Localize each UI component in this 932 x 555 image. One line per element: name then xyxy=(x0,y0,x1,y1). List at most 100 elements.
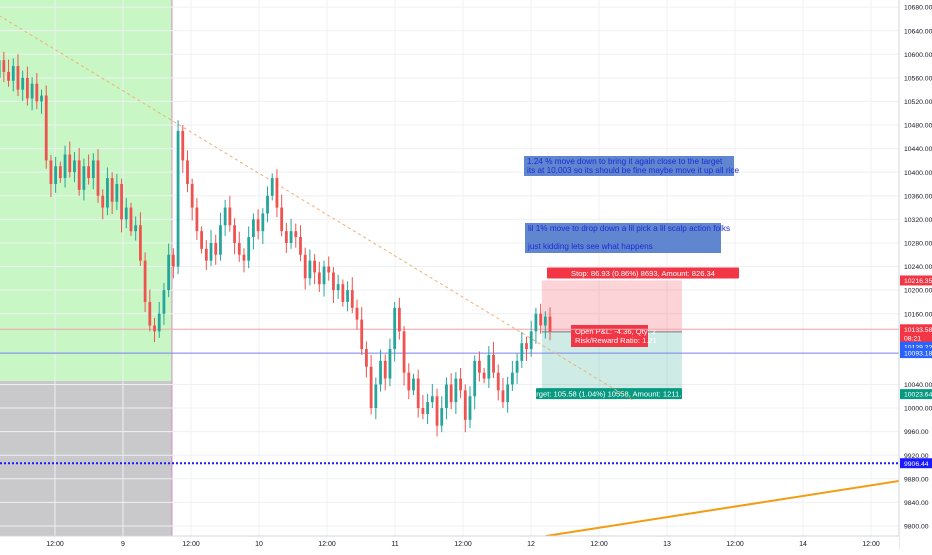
candle[interactable] xyxy=(332,267,335,304)
candle[interactable] xyxy=(360,307,364,355)
candle[interactable] xyxy=(374,377,378,420)
candle[interactable] xyxy=(322,260,326,297)
candle[interactable] xyxy=(233,218,236,255)
candle[interactable] xyxy=(204,239,208,271)
candle[interactable] xyxy=(44,85,48,169)
candle[interactable] xyxy=(454,372,458,414)
candle[interactable] xyxy=(242,248,246,273)
candle[interactable] xyxy=(110,172,114,215)
candle[interactable] xyxy=(120,178,123,233)
candle[interactable] xyxy=(445,377,448,420)
downtrend-line[interactable] xyxy=(0,0,634,401)
candle[interactable] xyxy=(162,283,166,325)
candle[interactable] xyxy=(176,120,180,275)
candle[interactable] xyxy=(501,377,505,409)
annotation[interactable]: lil 1% move to drop down a lil pick a li… xyxy=(525,223,730,253)
candle[interactable] xyxy=(289,218,293,249)
candle[interactable] xyxy=(138,212,142,266)
candle[interactable] xyxy=(506,376,510,413)
candle[interactable] xyxy=(548,307,552,341)
candle[interactable] xyxy=(143,252,147,312)
candle[interactable] xyxy=(473,355,477,410)
candle[interactable] xyxy=(407,363,411,400)
candle[interactable] xyxy=(237,231,241,262)
candle[interactable] xyxy=(341,279,345,307)
candle[interactable] xyxy=(520,331,524,368)
candle[interactable] xyxy=(21,70,25,101)
candle[interactable] xyxy=(195,198,199,240)
candle[interactable] xyxy=(421,395,425,420)
candle[interactable] xyxy=(397,297,401,340)
candle[interactable] xyxy=(515,353,519,384)
candle[interactable] xyxy=(510,360,514,391)
candle[interactable] xyxy=(7,59,10,87)
candle[interactable] xyxy=(492,342,495,378)
candle[interactable] xyxy=(308,249,312,286)
candle[interactable] xyxy=(256,209,260,240)
candle[interactable] xyxy=(534,307,538,344)
stop-label-group[interactable]: Stop: 86.93 (0.86%) 8693, Amount: 826.34 xyxy=(547,267,739,279)
target-label-group[interactable]: Target: 105.58 (1.04%) 10558, Amount: 12… xyxy=(528,388,690,400)
candle[interactable] xyxy=(200,226,204,254)
candle[interactable] xyxy=(35,73,39,110)
candle[interactable] xyxy=(543,311,547,339)
candle[interactable] xyxy=(181,125,185,173)
candle[interactable] xyxy=(87,154,90,185)
candle[interactable] xyxy=(496,364,500,401)
candle[interactable] xyxy=(280,194,284,237)
candle[interactable] xyxy=(336,274,340,299)
candle[interactable] xyxy=(459,367,462,399)
candle[interactable] xyxy=(157,301,161,338)
candle[interactable] xyxy=(153,317,156,343)
candle[interactable] xyxy=(25,66,29,106)
candle[interactable] xyxy=(2,51,6,82)
candle[interactable] xyxy=(478,351,481,382)
candle[interactable] xyxy=(167,243,171,298)
candle[interactable] xyxy=(482,367,486,384)
candle[interactable] xyxy=(190,178,194,221)
candle[interactable] xyxy=(82,158,86,201)
candle[interactable] xyxy=(365,341,368,378)
candle[interactable] xyxy=(58,161,62,183)
candle[interactable] xyxy=(355,299,359,330)
candle[interactable] xyxy=(247,226,251,269)
candle[interactable] xyxy=(91,153,95,190)
candle[interactable] xyxy=(186,150,189,193)
candle[interactable] xyxy=(106,167,109,216)
uptrend-line[interactable] xyxy=(545,475,929,537)
candle[interactable] xyxy=(327,256,331,281)
candle[interactable] xyxy=(266,186,269,223)
candle[interactable] xyxy=(252,213,255,250)
candle[interactable] xyxy=(49,155,53,197)
candle[interactable] xyxy=(129,202,133,236)
candle[interactable] xyxy=(487,346,491,388)
candle[interactable] xyxy=(214,234,218,265)
candle[interactable] xyxy=(350,277,354,314)
candle[interactable] xyxy=(284,222,288,253)
candle[interactable] xyxy=(124,198,128,229)
candle[interactable] xyxy=(68,141,72,178)
candle[interactable] xyxy=(30,77,34,111)
candle[interactable] xyxy=(73,152,76,183)
candle[interactable] xyxy=(449,373,453,410)
candle[interactable] xyxy=(54,156,58,193)
pnl-box[interactable] xyxy=(571,325,648,347)
candle[interactable] xyxy=(148,289,152,332)
candle[interactable] xyxy=(101,189,105,220)
candle[interactable] xyxy=(63,145,67,188)
candle[interactable] xyxy=(402,326,406,386)
candle[interactable] xyxy=(11,58,15,92)
candle[interactable] xyxy=(40,89,43,114)
candle[interactable] xyxy=(463,384,467,433)
candle[interactable] xyxy=(209,229,213,266)
candle[interactable] xyxy=(219,212,222,261)
candle[interactable] xyxy=(369,354,373,415)
candle[interactable] xyxy=(223,199,227,236)
candle[interactable] xyxy=(346,281,349,312)
candle[interactable] xyxy=(393,301,397,362)
candle[interactable] xyxy=(426,393,430,424)
candle[interactable] xyxy=(261,208,265,245)
candle[interactable] xyxy=(313,254,317,285)
